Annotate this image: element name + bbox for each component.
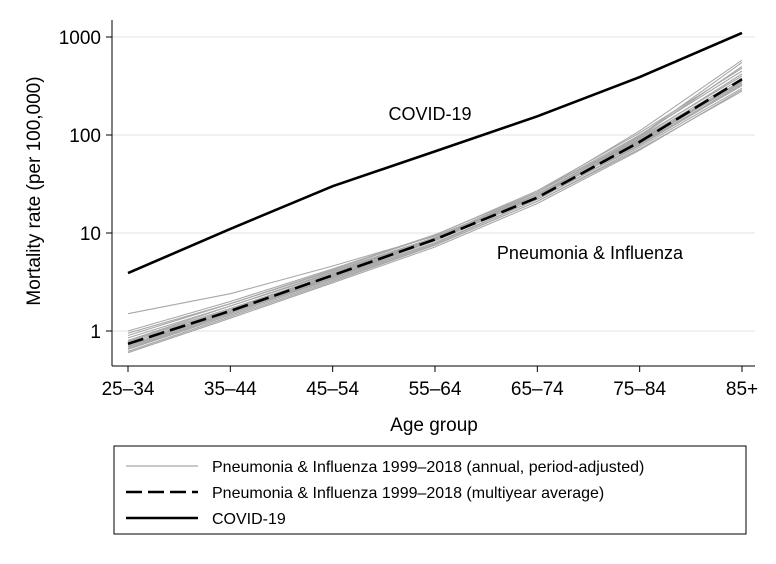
legend-box xyxy=(113,445,747,535)
annual-line-11 xyxy=(127,90,743,352)
legend-label-annual: Pneumonia & Influenza 1999–2018 (annual,… xyxy=(212,459,644,476)
x-tick-label-6: 85+ xyxy=(726,379,758,400)
y-tick-label-100: 100 xyxy=(69,126,101,147)
series xyxy=(127,31,743,354)
axes: 1 10 100 1000 25–34 35–44 45–54 55–64 65–74 75–84… xyxy=(59,20,758,400)
y-tick-label-1000: 1000 xyxy=(59,28,101,49)
legend-label-covid: COVID-19 xyxy=(212,511,286,528)
y-axis-label: Mortality rate (per 100,000) xyxy=(24,76,45,305)
multiyear-average-line xyxy=(127,78,743,346)
x-tick-label-3: 55–64 xyxy=(409,379,462,400)
covid-annotation: COVID-19 xyxy=(388,104,471,124)
y-tick-label-1: 1 xyxy=(90,322,101,343)
x-tick-label-4: 65–74 xyxy=(511,379,564,400)
annual-line-8 xyxy=(127,85,743,348)
annual-line-1 xyxy=(127,85,743,315)
labels: Mortality rate (per 100,000) Age group C… xyxy=(24,76,684,436)
legend: Pneumonia & Influenza 1999–2018 (annual,… xyxy=(113,445,747,535)
y-tick-label-10: 10 xyxy=(80,224,101,245)
legend-label-average: Pneumonia & Influenza 1999–2018 (multiye… xyxy=(212,485,604,502)
annual-line-13 xyxy=(127,67,743,337)
covid-line xyxy=(127,31,743,275)
annual-line-17 xyxy=(127,59,743,343)
gridlines xyxy=(112,36,755,332)
x-tick-label-5: 75–84 xyxy=(613,379,666,400)
annual-line-10 xyxy=(127,89,743,354)
x-axis-label: Age group xyxy=(390,415,478,436)
pneumonia-annotation: Pneumonia & Influenza xyxy=(497,243,684,263)
x-tick-label-1: 35–44 xyxy=(204,379,257,400)
x-tick-label-2: 45–54 xyxy=(306,379,359,400)
annual-line-9 xyxy=(127,87,743,350)
annual-line-15 xyxy=(127,66,743,347)
x-tick-label-0: 25–34 xyxy=(102,379,155,400)
